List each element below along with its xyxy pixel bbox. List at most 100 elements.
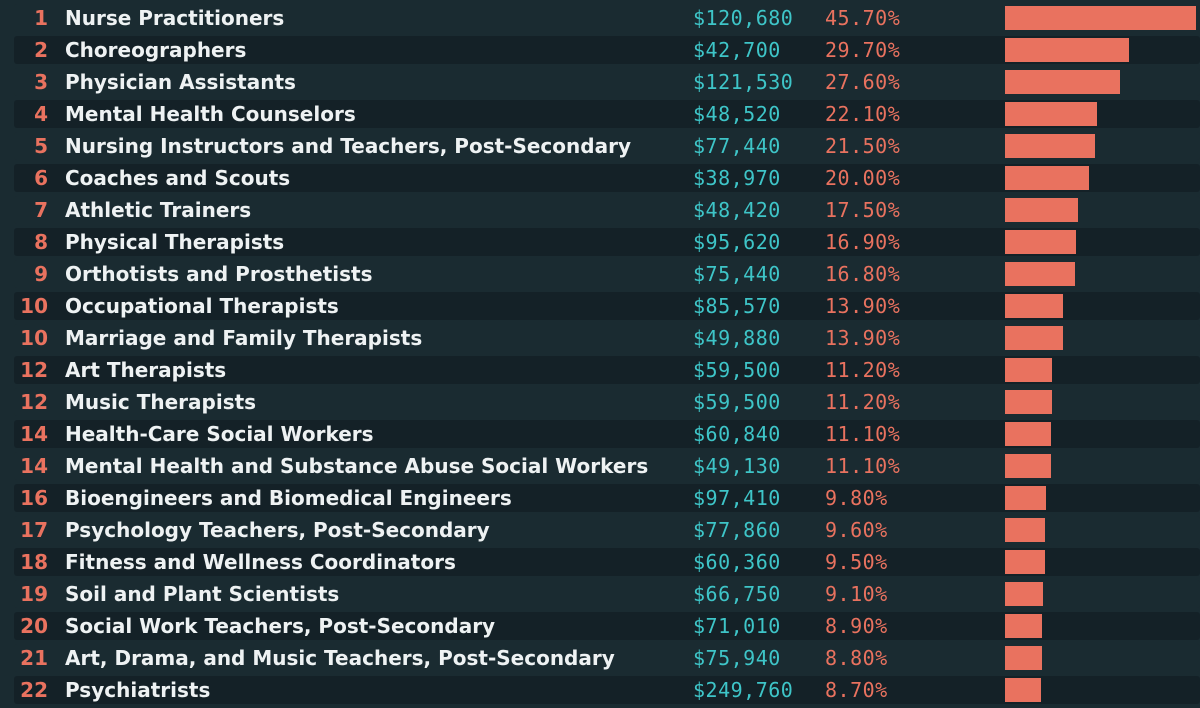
occupation-name: Fitness and Wellness Coordinators: [65, 550, 456, 574]
occupation-name: Mental Health Counselors: [65, 102, 356, 126]
median-salary: $120,680: [693, 6, 794, 30]
table-row: 20 Social Work Teachers, Post-Secondary $7…: [14, 612, 1200, 640]
growth-bar: [1005, 166, 1089, 190]
occupation-name: Physician Assistants: [65, 70, 296, 94]
occupation-name: Health-Care Social Workers: [65, 422, 374, 446]
growth-percent: 45.70%: [825, 6, 901, 30]
occupation-name: Nursing Instructors and Teachers, Post-S…: [65, 134, 631, 158]
median-salary: $42,700: [693, 38, 781, 62]
rank-label: 7: [34, 198, 48, 222]
table-row: 10 Marriage and Family Therapists $49,880 1…: [14, 324, 1200, 352]
median-salary: $249,760: [693, 678, 794, 702]
growth-percent: 17.50%: [825, 198, 901, 222]
occupation-name: Physical Therapists: [65, 230, 285, 254]
median-salary: $71,010: [693, 614, 781, 638]
median-salary: $95,620: [693, 230, 781, 254]
growth-percent: 9.50%: [825, 550, 888, 574]
table-row: 10 Occupational Therapists $85,570 13.90%: [14, 292, 1200, 320]
table-row: 22 Psychiatrists $249,760 8.70%: [14, 676, 1200, 704]
growth-bar: [1005, 390, 1052, 414]
rank-label: 1: [34, 6, 48, 30]
rank-label: 17: [20, 518, 48, 542]
table-row: 14 Mental Health and Substance Abuse Soci…: [14, 452, 1200, 480]
growth-bar: [1005, 6, 1196, 30]
table-row: 9 Orthotists and Prosthetists $75,440 16.80…: [14, 260, 1200, 288]
rank-label: 4: [34, 102, 48, 126]
rank-label: 9: [34, 262, 48, 286]
median-salary: $75,440: [693, 262, 781, 286]
median-salary: $48,420: [693, 198, 781, 222]
table-row: 21 Art, Drama, and Music Teachers, Post-S…: [14, 644, 1200, 672]
rank-label: 3: [34, 70, 48, 94]
growth-percent: 9.80%: [825, 486, 888, 510]
median-salary: $49,880: [693, 326, 781, 350]
growth-bar: [1005, 326, 1063, 350]
growth-percent: 16.90%: [825, 230, 901, 254]
growth-percent: 11.20%: [825, 358, 901, 382]
median-salary: $77,440: [693, 134, 781, 158]
rank-label: 12: [20, 390, 48, 414]
median-salary: $75,940: [693, 646, 781, 670]
growth-percent: 20.00%: [825, 166, 901, 190]
occupation-name: Choreographers: [65, 38, 247, 62]
occupation-name: Social Work Teachers, Post-Secondary: [65, 614, 496, 638]
median-salary: $59,500: [693, 390, 781, 414]
table-row: 1 Nurse Practitioners $120,680 45.70%: [14, 4, 1200, 32]
growth-bar: [1005, 38, 1129, 62]
table-row: 2 Choreographers $42,700 29.70%: [14, 36, 1200, 64]
table-row: 5 Nursing Instructors and Teachers, Post-…: [14, 132, 1200, 160]
rank-label: 22: [20, 678, 48, 702]
rank-label: 8: [34, 230, 48, 254]
growth-bar: [1005, 614, 1042, 638]
growth-percent: 16.80%: [825, 262, 901, 286]
occupation-name: Music Therapists: [65, 390, 257, 414]
median-salary: $60,840: [693, 422, 781, 446]
rank-label: 5: [34, 134, 48, 158]
occupation-name: Occupational Therapists: [65, 294, 339, 318]
median-salary: $121,530: [693, 70, 794, 94]
occupation-name: Bioengineers and Biomedical Engineers: [65, 486, 512, 510]
table-row: 12 Music Therapists $59,500 11.20%: [14, 388, 1200, 416]
growth-percent: 11.20%: [825, 390, 901, 414]
table-row: 18 Fitness and Wellness Coordinators $60,3…: [14, 548, 1200, 576]
occupation-name: Marriage and Family Therapists: [65, 326, 423, 350]
rank-label: 14: [20, 422, 48, 446]
table-row: 6 Coaches and Scouts $38,970 20.00%: [14, 164, 1200, 192]
growth-bar: [1005, 70, 1120, 94]
growth-bar: [1005, 422, 1051, 446]
growth-percent: 21.50%: [825, 134, 901, 158]
occupation-name: Psychology Teachers, Post-Secondary: [65, 518, 490, 542]
occupation-name: Orthotists and Prosthetists: [65, 262, 373, 286]
occupation-name: Art Therapists: [65, 358, 227, 382]
growth-bar: [1005, 262, 1075, 286]
growth-percent: 11.10%: [825, 454, 901, 478]
occupation-name: Psychiatrists: [65, 678, 211, 702]
rank-label: 6: [34, 166, 48, 190]
table-row: 16 Bioengineers and Biomedical Engineers $…: [14, 484, 1200, 512]
growth-percent: 8.70%: [825, 678, 888, 702]
growth-bar: [1005, 454, 1051, 478]
rank-label: 10: [20, 326, 48, 350]
median-salary: $38,970: [693, 166, 781, 190]
rank-label: 16: [20, 486, 48, 510]
occupation-name: Coaches and Scouts: [65, 166, 291, 190]
occupation-name: Athletic Trainers: [65, 198, 252, 222]
median-salary: $59,500: [693, 358, 781, 382]
growth-bar: [1005, 646, 1042, 670]
table-row: 3 Physician Assistants $121,530 27.60%: [14, 68, 1200, 96]
occupation-name: Soil and Plant Scientists: [65, 582, 340, 606]
median-salary: $60,360: [693, 550, 781, 574]
growth-bar: [1005, 550, 1045, 574]
growth-bar: [1005, 358, 1052, 382]
occupation-name: Nurse Practitioners: [65, 6, 285, 30]
table-row: 14 Health-Care Social Workers $60,840 11.10…: [14, 420, 1200, 448]
growth-bar: [1005, 678, 1041, 702]
rank-label: 19: [20, 582, 48, 606]
growth-percent: 22.10%: [825, 102, 901, 126]
growth-percent: 8.90%: [825, 614, 888, 638]
rank-label: 21: [20, 646, 48, 670]
median-salary: $85,570: [693, 294, 781, 318]
rank-label: 18: [20, 550, 48, 574]
table-row: 17 Psychology Teachers, Post-Secondary $77…: [14, 516, 1200, 544]
table-row: 12 Art Therapists $59,500 11.20%: [14, 356, 1200, 384]
